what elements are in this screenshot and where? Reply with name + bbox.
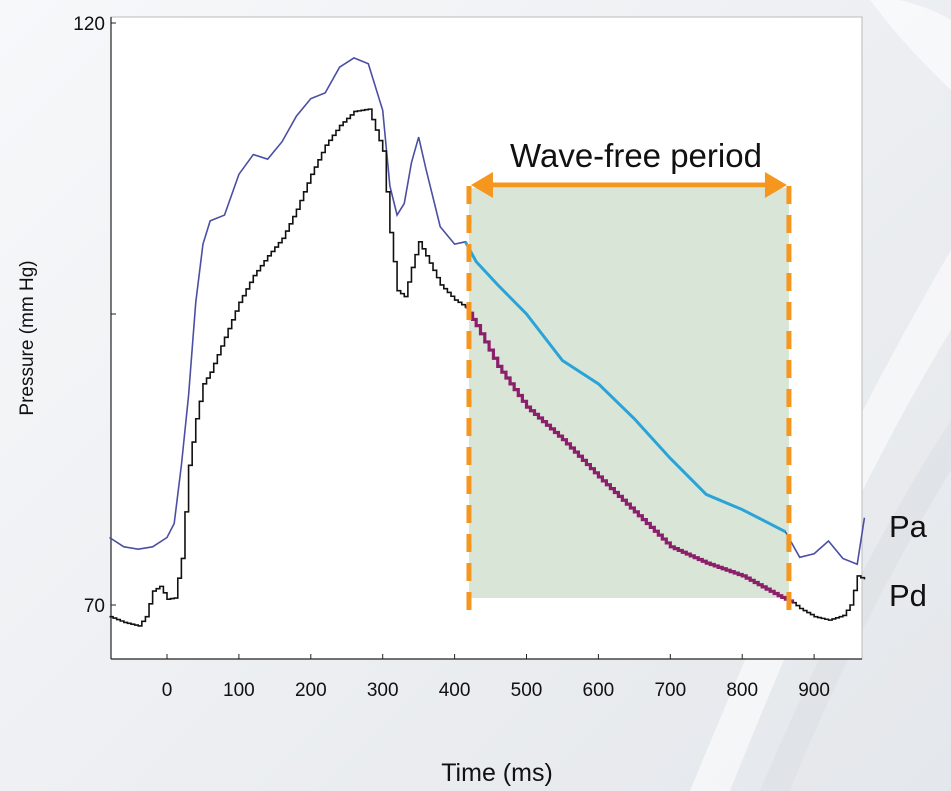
series-label-pa: Pa (889, 509, 928, 544)
series-highlight-pd (465, 305, 795, 603)
x-tick-label: 0 (162, 680, 173, 701)
y-axis-title: Pressure (mm Hg) (17, 260, 38, 415)
series-label-pd: Pd (889, 578, 927, 613)
x-axis-title: Time (ms) (441, 759, 553, 787)
wave-free-arrowhead-right (764, 172, 787, 198)
x-tick-label: 700 (654, 680, 686, 701)
x-tick-label: 800 (726, 680, 758, 701)
wave-free-shade (468, 188, 789, 598)
y-tick-label: 70 (84, 596, 105, 617)
x-tick-label: 200 (295, 680, 327, 701)
x-tick-label: 300 (367, 680, 399, 701)
y-tick-label: 120 (73, 14, 105, 35)
x-tick-label: 900 (798, 680, 830, 701)
x-tick-label: 600 (583, 680, 615, 701)
x-tick-label: 100 (223, 680, 255, 701)
wave-free-arrowhead-left (470, 172, 493, 198)
x-tick-label: 500 (511, 680, 543, 701)
series-highlight-pa (464, 241, 787, 534)
wave-free-label: Wave-free period (510, 137, 762, 174)
x-tick-label: 400 (439, 680, 471, 701)
